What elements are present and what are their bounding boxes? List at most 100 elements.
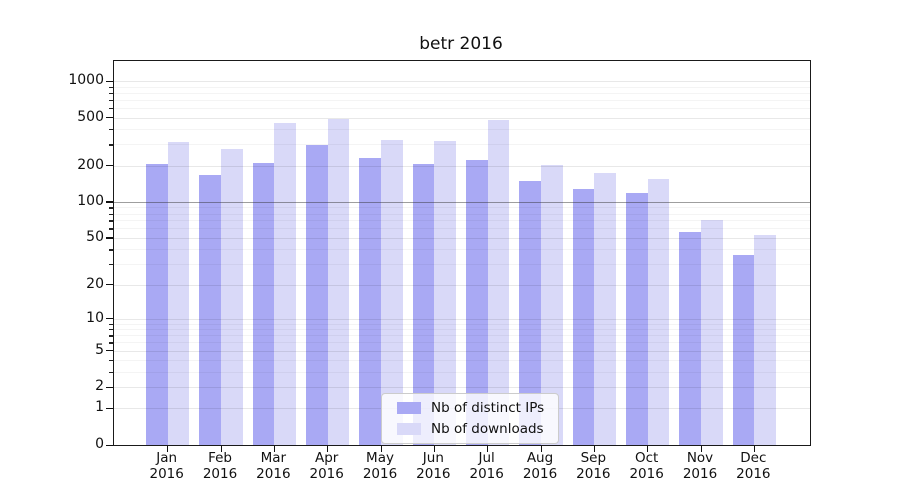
y-minor-tick <box>109 228 113 230</box>
x-tick <box>593 446 596 452</box>
y-major-tick <box>106 80 113 82</box>
bar-distinct-ips <box>359 157 381 445</box>
y-tick-label: 1000 <box>68 72 104 89</box>
bar-downloads <box>541 164 563 445</box>
chart-title: betr 2016 <box>419 34 503 54</box>
minor-gridline <box>114 329 810 331</box>
y-tick-label: 200 <box>77 156 104 173</box>
y-minor-tick <box>109 371 113 374</box>
bar-distinct-ips <box>519 181 541 445</box>
y-tick-label: 10 <box>86 309 104 326</box>
minor-gridline <box>114 207 810 209</box>
y-major-tick <box>106 201 113 203</box>
x-tick <box>433 446 436 452</box>
y-tick-label: 100 <box>77 192 104 209</box>
minor-gridline <box>114 213 810 215</box>
major-gridline <box>114 350 810 352</box>
major-gridline <box>114 165 810 167</box>
minor-gridline <box>114 228 810 230</box>
bar-distinct-ips <box>412 163 435 445</box>
legend-swatch-distinct-ips <box>397 402 421 414</box>
minor-gridline <box>114 360 810 362</box>
bar-downloads <box>754 234 777 445</box>
x-tick <box>327 446 329 452</box>
legend-swatch-downloads <box>397 423 421 435</box>
y-minor-tick <box>109 107 113 110</box>
y-tick-label: 5 <box>95 341 104 358</box>
y-minor-tick <box>109 249 113 251</box>
y-minor-tick <box>109 323 113 325</box>
bar-downloads <box>594 172 617 445</box>
y-minor-tick <box>109 264 113 266</box>
bar-distinct-ips <box>305 145 328 445</box>
y-minor-tick <box>109 92 113 94</box>
x-tick-label: Aug 2016 <box>522 450 558 482</box>
y-major-tick <box>106 237 113 239</box>
y-minor-tick <box>109 335 113 337</box>
x-tick-label: Apr 2016 <box>309 450 344 482</box>
minor-gridline <box>114 99 810 101</box>
x-tick-label: Jan 2016 <box>149 450 184 482</box>
x-tick-label: Feb 2016 <box>202 450 238 482</box>
y-minor-tick <box>109 207 113 209</box>
x-tick <box>487 446 489 452</box>
x-tick-label: Oct 2016 <box>629 450 664 482</box>
minor-gridline <box>114 129 810 131</box>
y-major-tick <box>106 407 113 410</box>
minor-gridline <box>114 335 810 337</box>
bar-downloads <box>274 123 297 445</box>
bar-downloads <box>327 119 350 445</box>
bar-distinct-ips <box>625 193 648 445</box>
x-tick-label: Jul 2016 <box>469 450 504 482</box>
legend-item-distinct-ips: Nb of distinct IPs <box>397 400 544 416</box>
major-gridline <box>114 117 810 119</box>
y-tick-label: 50 <box>86 228 104 245</box>
bar-downloads <box>167 141 190 445</box>
plot-area <box>106 60 811 452</box>
y-tick-label: 1 <box>95 399 104 416</box>
minor-gridline <box>114 342 810 344</box>
major-gridline <box>114 201 810 203</box>
x-tick-label: Dec 2016 <box>736 450 771 482</box>
y-minor-tick <box>109 129 113 131</box>
y-major-tick <box>106 444 113 446</box>
bar-downloads <box>647 178 670 445</box>
x-tick <box>380 446 382 452</box>
y-tick-label: 20 <box>86 275 104 292</box>
x-tick <box>753 446 756 452</box>
y-minor-tick <box>109 329 113 331</box>
y-major-tick <box>106 117 113 119</box>
major-gridline <box>114 237 810 239</box>
x-tick-label: May 2016 <box>362 450 398 482</box>
y-minor-tick <box>109 99 113 101</box>
minor-gridline <box>114 107 810 109</box>
x-tick <box>700 446 702 452</box>
major-gridline <box>114 81 810 83</box>
legend-item-downloads: Nb of downloads <box>397 421 544 437</box>
y-major-tick <box>106 386 113 388</box>
y-minor-tick <box>109 144 113 146</box>
reference-line-100 <box>114 201 810 203</box>
y-minor-tick <box>109 213 113 215</box>
minor-gridline <box>114 220 810 222</box>
x-tick <box>540 446 542 452</box>
major-gridline <box>114 318 810 320</box>
y-minor-tick <box>109 360 113 362</box>
x-tick-label: Sep 2016 <box>576 450 611 482</box>
y-major-tick <box>106 318 113 320</box>
minor-gridline <box>114 92 810 94</box>
legend: Nb of distinct IPs Nb of downloads <box>381 393 560 444</box>
x-tick-label: Nov 2016 <box>682 450 718 482</box>
y-minor-tick <box>109 342 113 344</box>
y-major-tick <box>106 165 113 167</box>
bar-distinct-ips <box>199 174 222 445</box>
minor-gridline <box>114 86 810 88</box>
y-tick-label: 0 <box>95 436 104 452</box>
bar-distinct-ips <box>252 163 275 445</box>
bar-distinct-ips <box>465 159 488 445</box>
minor-gridline <box>114 249 810 251</box>
legend-label-distinct-ips: Nb of distinct IPs <box>431 400 545 416</box>
y-tick-label: 500 <box>77 108 104 125</box>
y-major-tick <box>106 350 113 352</box>
